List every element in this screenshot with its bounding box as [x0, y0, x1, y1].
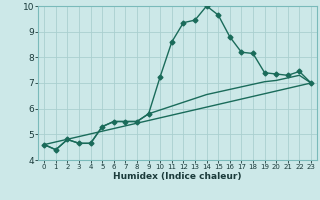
X-axis label: Humidex (Indice chaleur): Humidex (Indice chaleur) — [113, 172, 242, 181]
